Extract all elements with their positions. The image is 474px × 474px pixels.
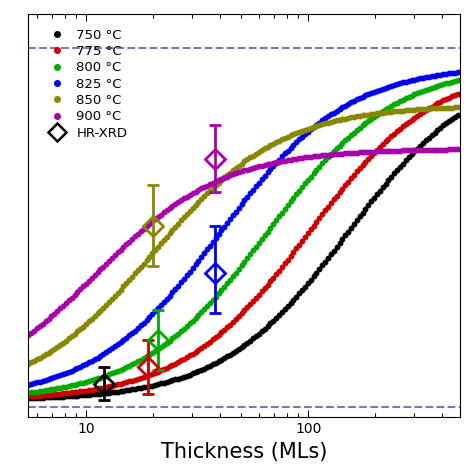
X-axis label: Thickness (MLs): Thickness (MLs): [161, 442, 328, 462]
Legend: 750 °C, 775 °C, 800 °C, 825 °C, 850 °C, 900 °C, HR-XRD: 750 °C, 775 °C, 800 °C, 825 °C, 850 °C, …: [38, 24, 133, 145]
